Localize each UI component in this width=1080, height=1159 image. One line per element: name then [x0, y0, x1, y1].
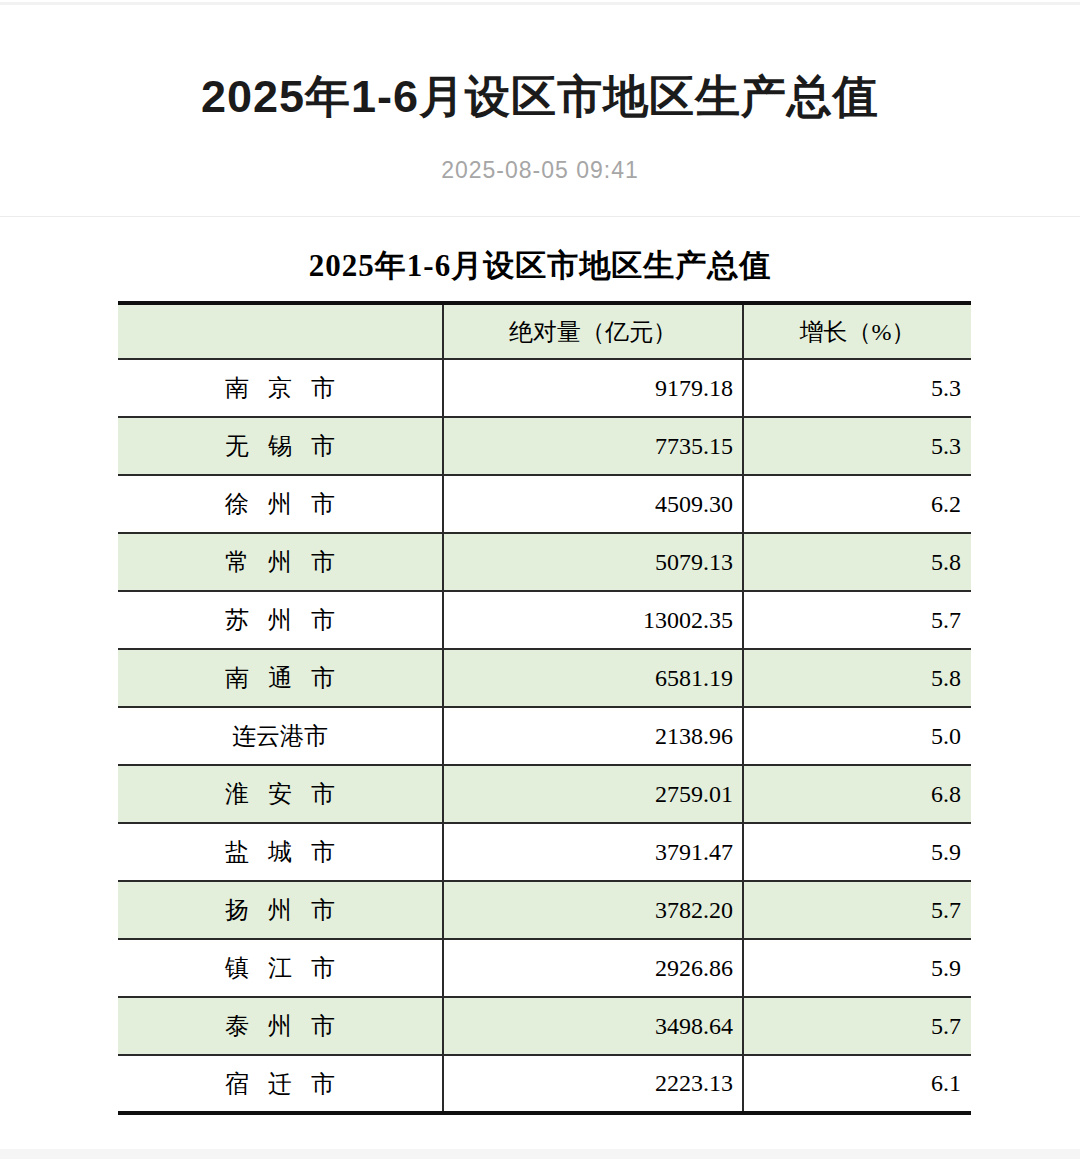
city-name-cell: 镇 江 市 — [118, 939, 443, 997]
header-cell-region — [118, 303, 443, 359]
absolute-amount-cell: 7735.15 — [443, 417, 743, 475]
city-name-cell: 南 通 市 — [118, 649, 443, 707]
absolute-amount-cell: 2759.01 — [443, 765, 743, 823]
growth-rate-cell: 5.7 — [743, 997, 971, 1055]
city-name-cell: 扬 州 市 — [118, 881, 443, 939]
city-name-cell: 南 京 市 — [118, 359, 443, 417]
growth-rate-cell: 5.0 — [743, 707, 971, 765]
absolute-amount-cell: 2926.86 — [443, 939, 743, 997]
city-name-cell: 盐 城 市 — [118, 823, 443, 881]
table-row: 苏 州 市 13002.35 5.7 — [118, 591, 971, 649]
table-row: 泰 州 市 3498.64 5.7 — [118, 997, 971, 1055]
growth-rate-cell: 6.2 — [743, 475, 971, 533]
table-row: 扬 州 市 3782.20 5.7 — [118, 881, 971, 939]
growth-rate-cell: 5.8 — [743, 533, 971, 591]
growth-rate-cell: 5.9 — [743, 939, 971, 997]
city-name-cell: 苏 州 市 — [118, 591, 443, 649]
table-row: 淮 安 市 2759.01 6.8 — [118, 765, 971, 823]
growth-rate-cell: 5.8 — [743, 649, 971, 707]
table-row: 无 锡 市 7735.15 5.3 — [118, 417, 971, 475]
page-title: 2025年1-6月设区市地区生产总值 — [0, 69, 1080, 125]
absolute-amount-cell: 13002.35 — [443, 591, 743, 649]
absolute-amount-cell: 5079.13 — [443, 533, 743, 591]
table-row: 盐 城 市 3791.47 5.9 — [118, 823, 971, 881]
absolute-amount-cell: 2138.96 — [443, 707, 743, 765]
table-row: 常 州 市 5079.13 5.8 — [118, 533, 971, 591]
city-name-cell: 淮 安 市 — [118, 765, 443, 823]
growth-rate-cell: 6.1 — [743, 1055, 971, 1113]
city-name-cell: 宿 迁 市 — [118, 1055, 443, 1113]
growth-rate-cell: 5.7 — [743, 591, 971, 649]
absolute-amount-cell: 6581.19 — [443, 649, 743, 707]
publish-timestamp: 2025-08-05 09:41 — [0, 157, 1080, 184]
header-cell-growth-rate: 增长（%） — [743, 303, 971, 359]
city-name-cell: 徐 州 市 — [118, 475, 443, 533]
header-cell-absolute-amount: 绝对量（亿元） — [443, 303, 743, 359]
growth-rate-cell: 5.9 — [743, 823, 971, 881]
absolute-amount-cell: 2223.13 — [443, 1055, 743, 1113]
table-row: 宿 迁 市 2223.13 6.1 — [118, 1055, 971, 1113]
table-row: 南 通 市 6581.19 5.8 — [118, 649, 971, 707]
absolute-amount-cell: 3498.64 — [443, 997, 743, 1055]
absolute-amount-cell: 3791.47 — [443, 823, 743, 881]
city-name-cell: 无 锡 市 — [118, 417, 443, 475]
growth-rate-cell: 6.8 — [743, 765, 971, 823]
table-body: 南 京 市 9179.18 5.3 无 锡 市 7735.15 5.3 徐 州 … — [118, 359, 971, 1113]
city-name-cell: 连云港市 — [118, 707, 443, 765]
bottom-page-divider — [0, 1149, 1080, 1159]
growth-rate-cell: 5.3 — [743, 359, 971, 417]
absolute-amount-cell: 9179.18 — [443, 359, 743, 417]
absolute-amount-cell: 4509.30 — [443, 475, 743, 533]
table-row: 镇 江 市 2926.86 5.9 — [118, 939, 971, 997]
article-header: 2025年1-6月设区市地区生产总值 2025-08-05 09:41 — [0, 5, 1080, 217]
table-row: 徐 州 市 4509.30 6.2 — [118, 475, 971, 533]
table-row: 连云港市 2138.96 5.0 — [118, 707, 971, 765]
gdp-stats-table: 绝对量（亿元） 增长（%） 南 京 市 9179.18 5.3 无 锡 市 77… — [118, 301, 971, 1115]
table-row: 南 京 市 9179.18 5.3 — [118, 359, 971, 417]
table-header-row: 绝对量（亿元） 增长（%） — [118, 303, 971, 359]
growth-rate-cell: 5.3 — [743, 417, 971, 475]
article-page: 2025年1-6月设区市地区生产总值 2025-08-05 09:41 2025… — [0, 0, 1080, 1159]
article-body: 2025年1-6月设区市地区生产总值 绝对量（亿元） 增长（%） 南 京 市 9… — [0, 217, 1080, 1115]
table-caption: 2025年1-6月设区市地区生产总值 — [0, 245, 1080, 287]
absolute-amount-cell: 3782.20 — [443, 881, 743, 939]
city-name-cell: 泰 州 市 — [118, 997, 443, 1055]
growth-rate-cell: 5.7 — [743, 881, 971, 939]
city-name-cell: 常 州 市 — [118, 533, 443, 591]
